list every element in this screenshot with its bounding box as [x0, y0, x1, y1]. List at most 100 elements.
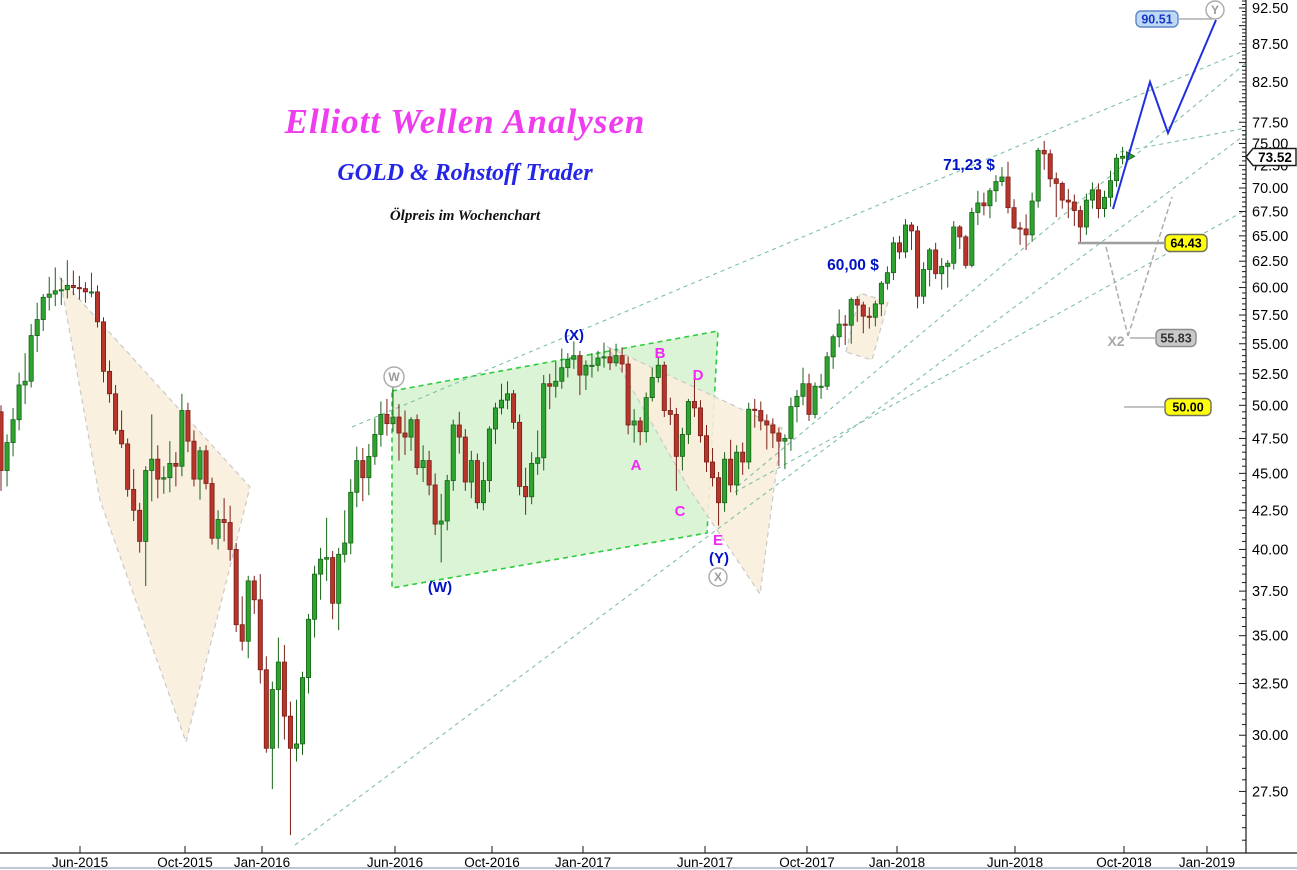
candle-body — [330, 557, 336, 604]
candle — [420, 445, 426, 483]
candle — [951, 221, 957, 270]
candle — [860, 301, 866, 334]
candle-body — [740, 451, 746, 463]
candle — [480, 461, 486, 511]
price-tag: 50.00 — [1124, 397, 1212, 417]
wave-label: X2 — [1107, 333, 1124, 349]
candle — [565, 353, 571, 378]
candle — [655, 358, 661, 383]
candle-body — [878, 282, 884, 305]
candle-body — [927, 249, 933, 270]
candle — [517, 414, 523, 496]
candle — [215, 510, 221, 550]
candle-body — [679, 433, 685, 457]
candle — [40, 294, 46, 331]
candle — [149, 414, 155, 502]
candle-body — [987, 190, 993, 207]
candle — [324, 517, 330, 581]
wave-circle-label: W — [383, 366, 405, 388]
candle-body — [541, 383, 547, 459]
candle-body — [22, 380, 28, 386]
y-axis-label: 42.50 — [1252, 503, 1288, 519]
candle-body — [722, 458, 728, 504]
candle — [88, 272, 94, 298]
candle-body — [673, 414, 679, 457]
candle-body — [1101, 196, 1107, 210]
candle — [595, 350, 601, 372]
candle — [498, 383, 504, 415]
candle — [643, 392, 649, 443]
candle — [1101, 190, 1107, 218]
candle-body — [710, 461, 716, 479]
candle-body — [107, 370, 113, 395]
candle-body — [215, 519, 221, 539]
candle — [601, 342, 607, 368]
candle-body — [191, 440, 197, 480]
candle-body — [281, 661, 287, 717]
candle-body — [64, 285, 70, 291]
candle-body — [299, 677, 305, 745]
candle — [969, 207, 975, 268]
candle-body — [691, 401, 697, 409]
candle-body — [535, 457, 541, 464]
candle-body — [933, 249, 939, 275]
candle-body — [462, 436, 468, 483]
candle — [492, 402, 498, 444]
x-axis-label: Jan-2019 — [1179, 855, 1235, 870]
trend-line — [1119, 127, 1246, 153]
candle-body — [336, 553, 342, 604]
candle — [1017, 222, 1023, 245]
candle — [426, 450, 432, 496]
trend-line — [737, 62, 1246, 487]
y-axis-label: 37.50 — [1252, 584, 1288, 600]
candle-body — [402, 432, 408, 438]
candle — [299, 671, 305, 755]
candle — [963, 234, 969, 269]
candle — [806, 373, 812, 422]
candle — [800, 367, 806, 406]
candle — [697, 400, 703, 443]
price-annotation: 71,23 $ — [943, 157, 995, 174]
candle-body — [161, 477, 167, 480]
candle — [456, 411, 462, 454]
y-axis-label: 92.50 — [1252, 1, 1288, 17]
candle-body — [58, 289, 64, 292]
trend-line — [294, 133, 1246, 846]
candle — [933, 242, 939, 280]
candle-body — [52, 290, 58, 295]
candle-body — [661, 364, 667, 411]
candle — [390, 384, 396, 432]
candle — [28, 324, 34, 388]
candle-body — [758, 410, 764, 422]
candle — [179, 393, 185, 477]
candle — [788, 397, 794, 451]
candle-body — [324, 557, 330, 560]
candle — [221, 498, 227, 542]
pattern-regions — [59, 276, 889, 745]
candle — [734, 445, 740, 496]
candle — [0, 405, 4, 491]
candle — [776, 427, 782, 467]
candle — [167, 441, 173, 493]
candle — [818, 373, 824, 399]
wave-label: (Y) — [709, 550, 729, 567]
candle — [957, 225, 963, 249]
candle — [396, 404, 402, 461]
candle — [191, 430, 197, 487]
candle — [740, 442, 746, 475]
candle — [673, 407, 679, 491]
price-tag-value: 55.83 — [1160, 332, 1191, 346]
candle-body — [529, 462, 535, 498]
candle-body — [137, 509, 143, 542]
candle — [82, 282, 88, 303]
candle-body — [517, 421, 523, 487]
candle-body — [1120, 155, 1126, 159]
candle-body — [312, 573, 318, 620]
candle-body — [16, 384, 22, 421]
candle-body — [896, 242, 902, 253]
candle — [661, 361, 667, 418]
price-tag-box — [1135, 10, 1179, 28]
y-axis-label: 77.50 — [1252, 115, 1288, 131]
candle — [1095, 183, 1101, 219]
